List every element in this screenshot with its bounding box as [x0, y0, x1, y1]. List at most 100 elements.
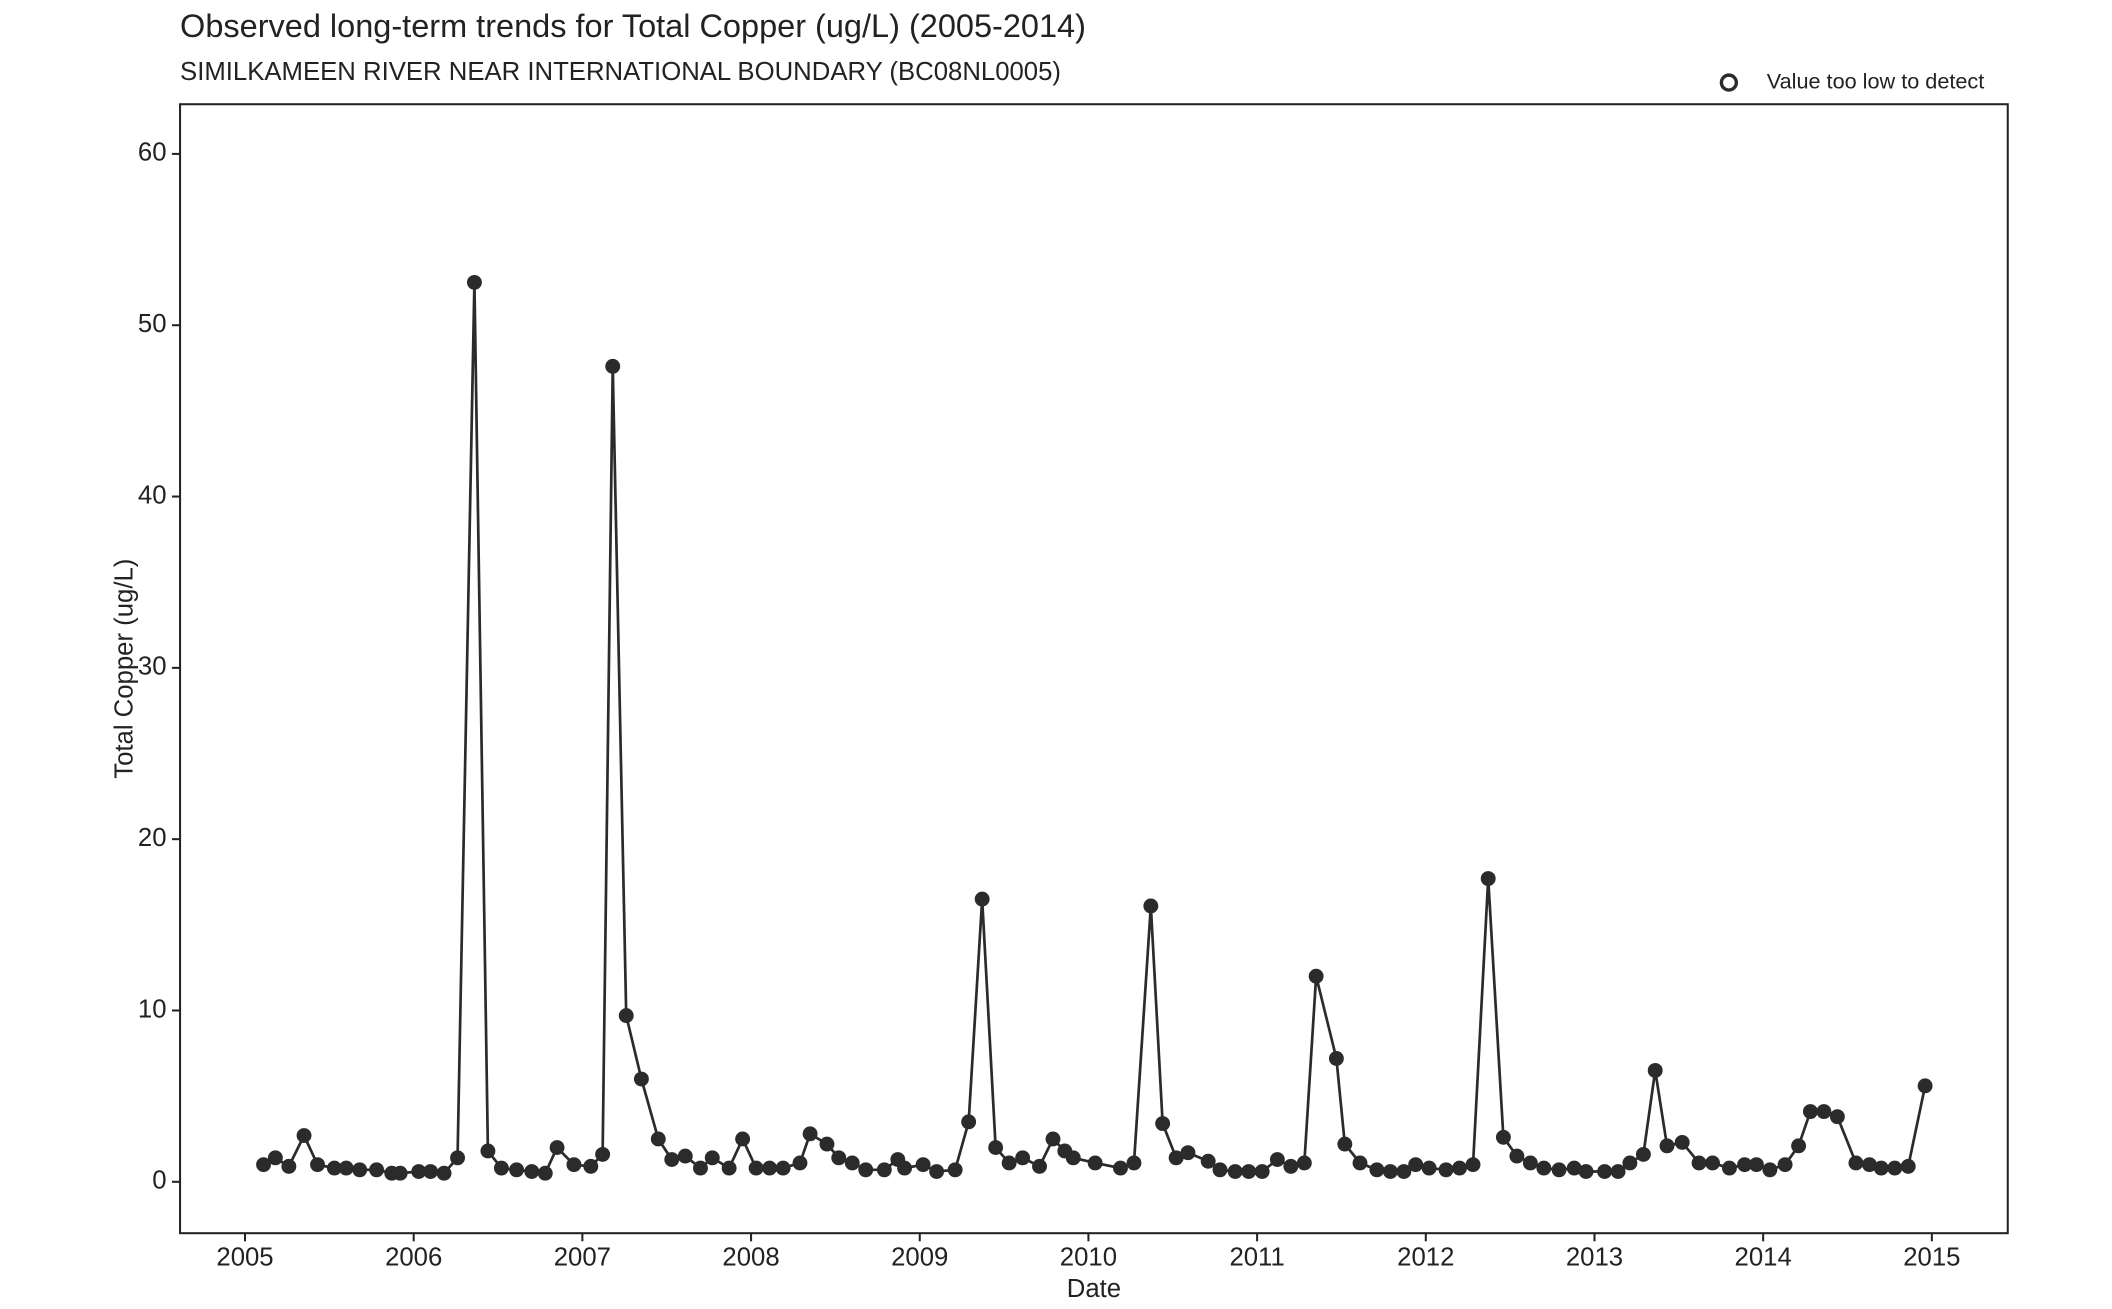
data-point	[1802, 1104, 1818, 1120]
data-point	[1352, 1155, 1368, 1171]
data-point	[831, 1150, 847, 1166]
data-point	[1566, 1160, 1582, 1176]
data-point	[721, 1160, 737, 1176]
x-tick-label: 2015	[1903, 1244, 1960, 1272]
data-point	[947, 1162, 963, 1178]
data-point	[1452, 1160, 1467, 1176]
legend-marker	[1719, 73, 1739, 92]
legend-label: Value too low to detect	[1767, 68, 1985, 93]
data-point	[1126, 1155, 1142, 1171]
data-point	[1269, 1152, 1285, 1167]
y-tick-label: 20	[138, 824, 167, 852]
data-point	[1900, 1158, 1916, 1174]
data-point	[1635, 1146, 1651, 1162]
x-tick-label: 2012	[1397, 1244, 1454, 1272]
data-point	[1408, 1157, 1424, 1173]
y-tick-label: 40	[138, 481, 167, 509]
x-tick-label: 2013	[1566, 1244, 1623, 1272]
data-point	[1691, 1155, 1707, 1171]
data-point	[1536, 1160, 1552, 1176]
plot-frame	[179, 103, 2009, 1235]
data-point	[480, 1143, 496, 1159]
data-point	[1737, 1157, 1753, 1173]
data-point	[1065, 1150, 1081, 1166]
data-point	[1597, 1164, 1613, 1179]
data-point	[693, 1160, 708, 1176]
data-point	[493, 1160, 509, 1176]
data-point	[1861, 1157, 1877, 1173]
data-point	[466, 274, 482, 290]
data-point	[1328, 1051, 1344, 1066]
data-point	[1180, 1145, 1196, 1161]
data-point	[1001, 1155, 1017, 1171]
data-point	[775, 1160, 791, 1176]
data-point	[1168, 1150, 1184, 1166]
y-tick-label: 30	[138, 653, 167, 681]
data-point	[369, 1162, 385, 1178]
data-point	[338, 1160, 354, 1176]
data-point	[310, 1157, 325, 1173]
x-tick-label: 2008	[722, 1244, 779, 1272]
data-point	[1113, 1160, 1128, 1176]
data-point	[1480, 871, 1496, 887]
data-point	[352, 1162, 368, 1178]
data-point	[704, 1150, 720, 1166]
data-point	[1748, 1157, 1764, 1173]
data-point	[1578, 1164, 1594, 1179]
data-point	[509, 1162, 525, 1178]
data-point	[1032, 1158, 1047, 1174]
data-point	[1382, 1164, 1398, 1179]
data-point	[1610, 1164, 1626, 1179]
data-point	[748, 1160, 764, 1176]
data-point	[1396, 1164, 1412, 1179]
data-point	[929, 1164, 945, 1179]
data-point	[961, 1114, 977, 1130]
y-tick-label: 0	[152, 1167, 166, 1195]
y-axis-label: Total Copper (ug/L)	[111, 559, 139, 779]
data-point	[1522, 1155, 1538, 1171]
data-point	[296, 1128, 312, 1143]
data-point	[1917, 1078, 1933, 1094]
data-point	[1283, 1158, 1299, 1174]
data-point	[1143, 898, 1159, 914]
data-point	[1674, 1134, 1690, 1150]
data-point	[762, 1160, 778, 1176]
data-point	[1509, 1148, 1525, 1164]
x-tick-label: 2011	[1229, 1244, 1284, 1272]
data-point	[1721, 1160, 1737, 1176]
chart-title: Observed long-term trends for Total Copp…	[180, 8, 1086, 44]
data-point	[876, 1162, 892, 1178]
data-point	[1241, 1164, 1257, 1179]
data-point	[633, 1071, 649, 1087]
x-tick-label: 2007	[554, 1244, 611, 1272]
data-point	[1212, 1162, 1228, 1178]
data-point	[1369, 1162, 1385, 1178]
data-point	[664, 1152, 680, 1167]
data-point	[566, 1157, 582, 1173]
data-point	[792, 1155, 808, 1171]
data-point	[423, 1164, 439, 1179]
data-point	[267, 1150, 283, 1166]
data-point	[281, 1158, 297, 1174]
data-point	[618, 1008, 634, 1024]
data-point	[1296, 1155, 1312, 1171]
data-point	[1200, 1153, 1216, 1169]
data-point	[326, 1160, 342, 1176]
data-point	[1551, 1162, 1567, 1178]
y-tick-label: 50	[138, 310, 167, 338]
data-point	[802, 1126, 818, 1142]
data-point	[677, 1148, 693, 1164]
y-tick-label: 10	[138, 995, 167, 1023]
data-point	[1155, 1116, 1171, 1131]
data-point	[1438, 1162, 1454, 1178]
data-point	[1045, 1131, 1061, 1147]
data-point	[1659, 1138, 1675, 1154]
chart-subtitle: SIMILKAMEEN RIVER NEAR INTERNATIONAL BOU…	[180, 58, 1061, 86]
data-point	[988, 1140, 1004, 1155]
data-point	[735, 1131, 751, 1147]
data-point	[1308, 968, 1324, 984]
data-point	[605, 358, 621, 374]
data-point	[1622, 1155, 1638, 1171]
x-tick-label: 2005	[216, 1244, 273, 1272]
